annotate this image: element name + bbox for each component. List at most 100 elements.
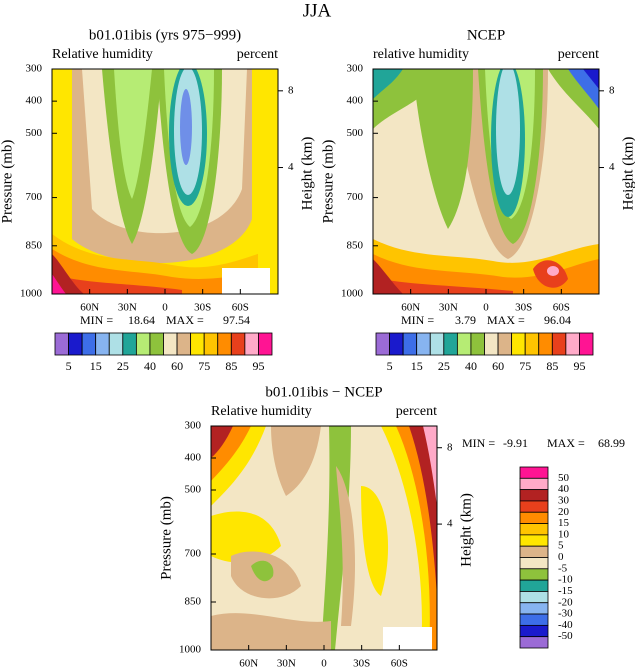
colorbar-box <box>519 624 549 638</box>
colorbar-box <box>108 332 124 356</box>
y-tick-label: 500 <box>185 484 202 496</box>
colorbar-box <box>258 332 273 356</box>
y2-axis-label: Height (km) <box>299 137 315 211</box>
x-tick-label: 0 <box>321 658 327 668</box>
colorbar-label: 40 <box>465 359 477 373</box>
y-tick-label: 700 <box>26 191 43 203</box>
colorbar-label: 40 <box>144 359 156 373</box>
colorbar-box <box>519 477 549 491</box>
y-tick-label: 500 <box>26 127 43 139</box>
colorbar-box <box>519 523 549 536</box>
colorbar-label: 50 <box>558 472 570 484</box>
colorbar-box <box>244 332 259 356</box>
colorbar-box <box>95 332 110 356</box>
colorbar-box <box>217 332 232 356</box>
max-value: 96.04 <box>544 313 571 327</box>
colorbar-box <box>81 332 97 356</box>
panel-title: b01.01ibis − NCEP <box>265 384 382 400</box>
colorbar-label: 85 <box>546 359 558 373</box>
colorbar-label: -30 <box>558 608 573 620</box>
right-string: percent <box>237 47 278 62</box>
max-label: MAX = <box>547 436 585 450</box>
y-tick-label: 1000 <box>20 288 43 300</box>
contour-field <box>373 69 599 294</box>
x-tick-label: 30N <box>118 302 137 314</box>
min-label: MIN = <box>462 436 495 450</box>
x-tick-label: 60N <box>80 302 99 314</box>
y-axis-label: Pressure (mb) <box>158 496 174 580</box>
y-tick-label: 300 <box>185 420 202 432</box>
colorbar-label: 95 <box>252 359 264 373</box>
x-tick-label: 60S <box>553 302 570 314</box>
colorbar-label: 60 <box>492 359 504 373</box>
left-string: relative humidity <box>373 47 469 62</box>
x-tick-label: 60S <box>391 658 408 668</box>
colorbar-box <box>389 332 404 356</box>
colorbar-box <box>470 332 485 356</box>
max-label: MAX = <box>487 313 525 327</box>
panel-title: b01.01ibis (yrs 975−999) <box>89 27 241 43</box>
colorbar-box <box>579 332 594 356</box>
colorbar-box <box>135 332 151 356</box>
x-tick-label: 0 <box>162 302 168 314</box>
x-tick-label: 30S <box>353 658 370 668</box>
colorbar-box <box>551 332 567 356</box>
colorbar-box <box>519 489 549 502</box>
colorbar-box <box>497 332 513 356</box>
colorbar-box <box>538 332 553 356</box>
colorbar-box <box>519 591 549 604</box>
colorbar-label: -10 <box>558 574 573 586</box>
y2-tick-label: 4 <box>288 161 294 173</box>
colorbar-box <box>163 332 178 356</box>
colorbar-box <box>429 332 445 356</box>
y2-axis-label: Height (km) <box>458 493 474 567</box>
min-value: 3.79 <box>455 313 476 327</box>
y-tick-label: 850 <box>185 596 202 608</box>
y-tick-label: 850 <box>347 239 364 251</box>
colorbar-label: 20 <box>558 506 570 518</box>
y-axis-label: Pressure (mb) <box>320 140 336 224</box>
colorbar-label: -5 <box>558 562 568 574</box>
colorbar-box <box>519 613 549 626</box>
y-tick-label: 700 <box>185 548 202 560</box>
y-tick-label: 700 <box>347 191 364 203</box>
colorbar-label: -20 <box>558 596 573 608</box>
colorbar-box <box>149 332 164 356</box>
colorbar-box <box>416 332 431 356</box>
y2-tick-label: 4 <box>609 161 615 173</box>
colorbar-label: 85 <box>225 359 237 373</box>
y-tick-label: 1000 <box>341 288 364 300</box>
max-value: 68.99 <box>598 436 625 450</box>
colorbar-label: 75 <box>198 359 210 373</box>
min-label: MIN = <box>401 313 434 327</box>
colorbar-box <box>54 332 69 356</box>
y2-tick-label: 4 <box>447 518 453 530</box>
x-tick-label: 30S <box>515 302 532 314</box>
colorbar-label: -15 <box>558 585 573 597</box>
y-tick-label: 500 <box>347 127 364 139</box>
y2-tick-label: 8 <box>288 84 294 96</box>
colorbar-box <box>519 545 549 558</box>
colorbar-label: 0 <box>558 551 564 563</box>
colorbar-label: 60 <box>171 359 183 373</box>
min-label: MIN = <box>80 313 113 327</box>
colorbar-label: 15 <box>558 517 570 529</box>
colorbar-label: 15 <box>411 359 423 373</box>
y2-axis-label: Height (km) <box>620 137 635 211</box>
max-label: MAX = <box>166 313 204 327</box>
colorbar-box <box>402 332 418 356</box>
y-tick-label: 300 <box>26 63 43 75</box>
colorbar-label: 5 <box>66 359 72 373</box>
colorbar-box <box>519 568 549 581</box>
colorbar-box <box>375 332 390 356</box>
colorbar-box <box>519 557 549 570</box>
y-axis-label: Pressure (mb) <box>0 140 15 224</box>
left-string: Relative humidity <box>211 404 312 419</box>
colorbar-box <box>484 332 499 356</box>
max-value: 97.54 <box>223 313 250 327</box>
colorbar-box <box>122 332 137 356</box>
colorbar-box <box>176 332 192 356</box>
right-string: percent <box>558 47 599 62</box>
colorbar-box <box>519 466 549 479</box>
